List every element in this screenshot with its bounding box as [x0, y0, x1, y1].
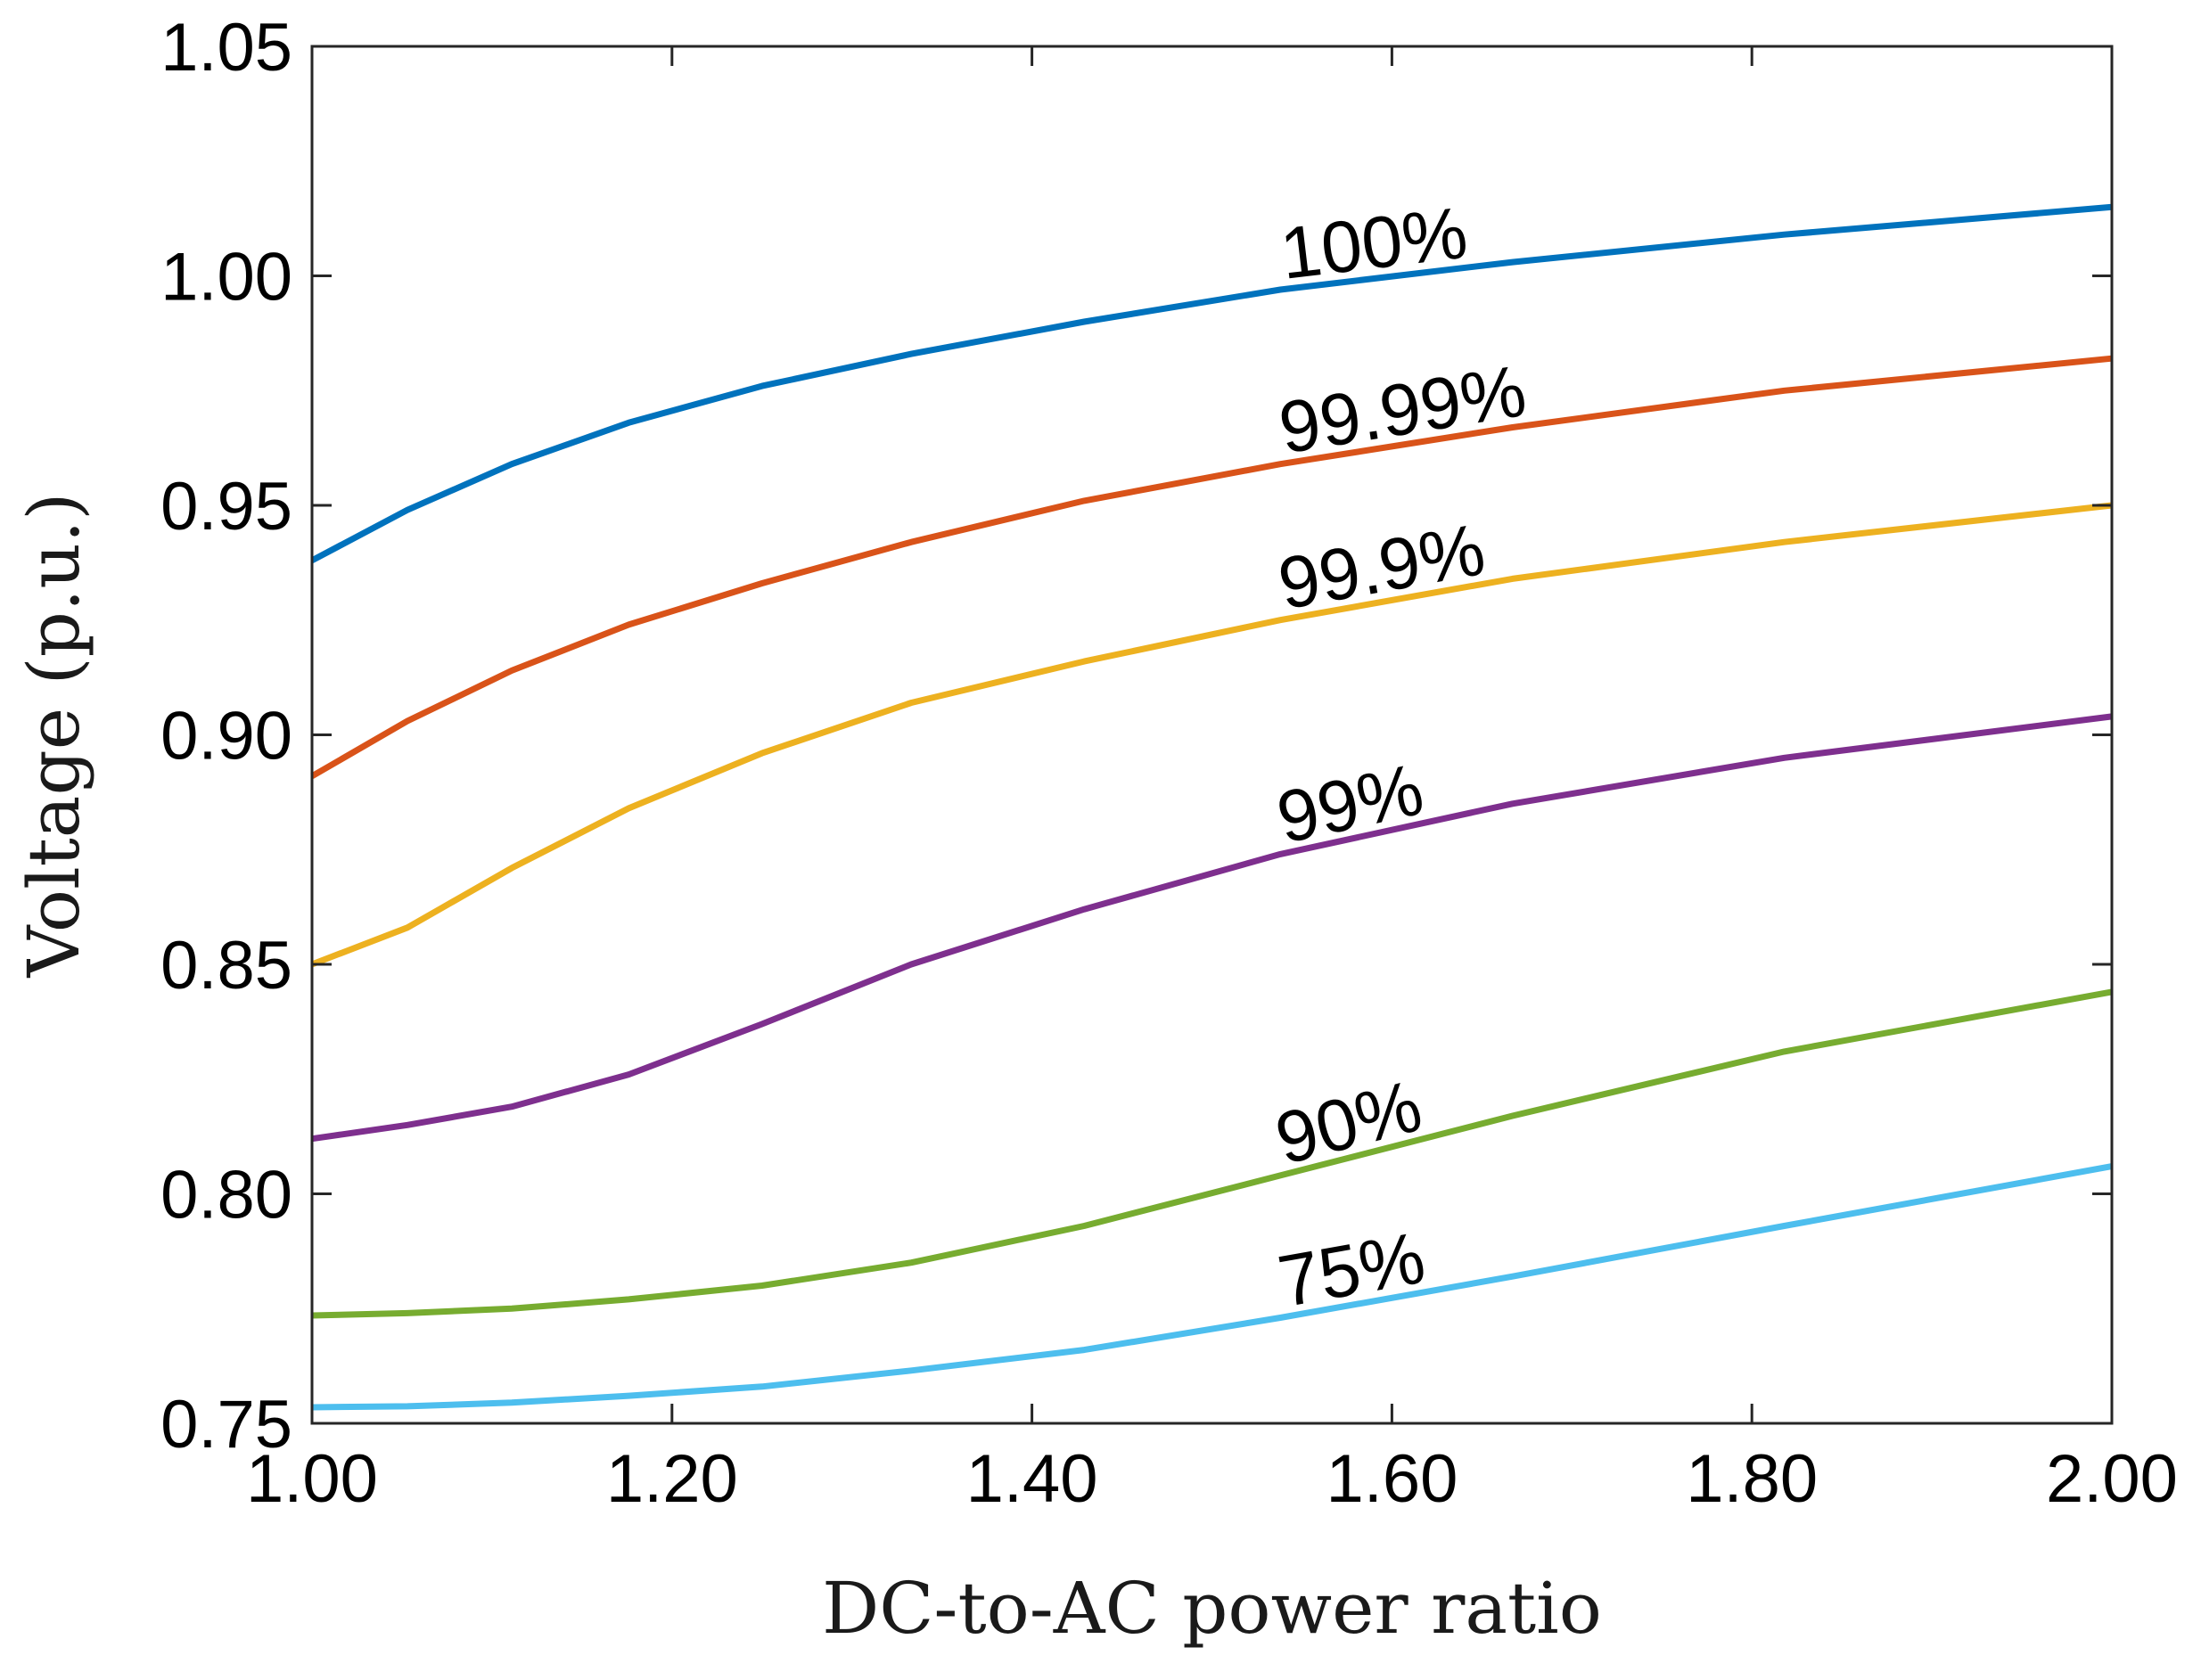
series-line-5 — [311, 988, 2113, 1319]
x-tick-label: 1.00 — [246, 1441, 378, 1517]
series-line-2 — [310, 355, 2113, 779]
plot-frame — [310, 45, 2114, 1425]
x-tick-label: 1.40 — [966, 1441, 1098, 1517]
y-axis-title: Voltage (p.u.) — [12, 492, 95, 978]
series-line-3 — [310, 502, 2113, 968]
y-tick-label: 0.75 — [160, 1387, 292, 1463]
y-tick-label: 0.85 — [160, 928, 292, 1004]
x-axis-title: DC-to-AC power ratio — [822, 1567, 1602, 1650]
x-tick-label: 1.80 — [1686, 1441, 1818, 1517]
x-tick-label: 2.00 — [2046, 1441, 2178, 1517]
y-tick-label: 1.00 — [160, 240, 292, 316]
x-tick-label: 1.60 — [1326, 1441, 1458, 1517]
series-line-6 — [311, 1163, 2113, 1411]
series-layer — [310, 203, 2113, 1411]
y-tick-label: 1.05 — [160, 10, 292, 86]
y-tick-label: 0.95 — [160, 469, 292, 545]
y-tick-label: 0.90 — [160, 699, 292, 774]
series-line-1 — [310, 203, 2113, 563]
tick-label-layer: 1.00 1.20 1.40 1.60 1.80 2.00 0.75 0.80 0.85 0.90… — [160, 10, 2178, 1517]
x-tick-label: 1.20 — [606, 1441, 738, 1517]
series-line-4 — [311, 713, 2113, 1143]
y-tick-label: 0.80 — [160, 1158, 292, 1233]
annotation-layer: 100%99.99%99.9%99%90%75% — [1268, 193, 1532, 1323]
